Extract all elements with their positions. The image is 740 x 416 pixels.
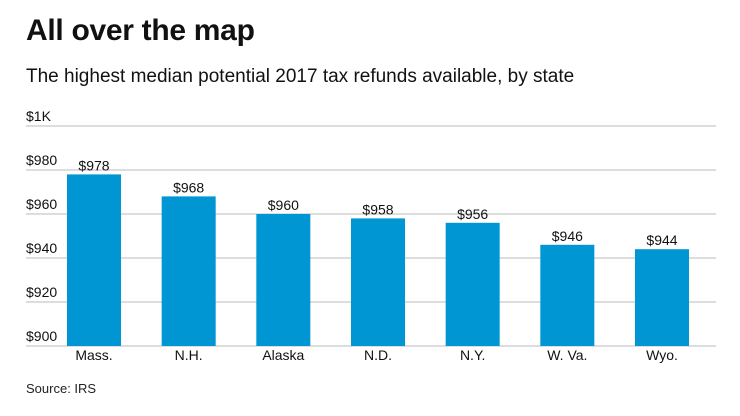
y-tick-label: $920 (26, 284, 57, 300)
x-tick-label: N.D. (364, 347, 392, 363)
data-label: $958 (362, 201, 393, 217)
bar (256, 214, 311, 346)
bar (351, 218, 405, 346)
x-tick-label: Mass. (75, 347, 112, 363)
x-tick-label: W. Va. (547, 347, 587, 363)
bar (540, 244, 595, 346)
data-label: $978 (78, 157, 109, 173)
x-tick-label: Wyo. (646, 347, 678, 363)
bar (161, 196, 216, 346)
chart-title: All over the map (26, 14, 255, 47)
data-label: $946 (552, 228, 583, 244)
bar (445, 222, 500, 346)
y-tick-label: $1K (26, 108, 52, 124)
data-label: $960 (268, 197, 299, 213)
x-tick-label: N.Y. (460, 347, 485, 363)
chart-subtitle: The highest median potential 2017 tax re… (26, 66, 575, 87)
bar (635, 249, 689, 346)
x-tick-label: N.H. (175, 347, 203, 363)
bar (67, 174, 121, 346)
bars (67, 174, 689, 346)
y-tick-label: $940 (26, 240, 57, 256)
y-tick-label: $960 (26, 196, 57, 212)
source-note: Source: IRS (26, 381, 97, 396)
data-label: $944 (646, 232, 677, 248)
data-label: $956 (457, 206, 488, 222)
data-label: $968 (173, 179, 204, 195)
y-tick-label: $980 (26, 152, 57, 168)
y-tick-label: $900 (26, 328, 57, 344)
x-tick-label: Alaska (262, 347, 304, 363)
labels: $900 $920 $940 $960 $980 $1K $978 Mass. $968 N.H.… (26, 108, 678, 363)
